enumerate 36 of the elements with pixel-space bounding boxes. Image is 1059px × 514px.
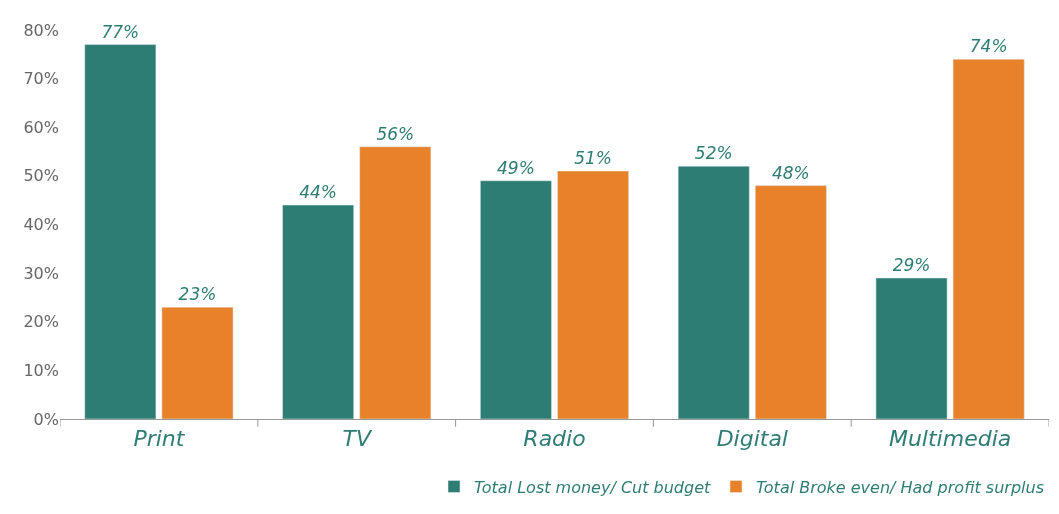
data-label: 74%: [969, 36, 1008, 57]
y-tick-label: 60%: [23, 117, 59, 137]
data-label: 51%: [574, 148, 612, 169]
data-label: 52%: [694, 143, 733, 164]
x-tick-label: Multimedia: [888, 426, 1012, 452]
x-tick-label: TV: [342, 426, 373, 452]
bar: [84, 44, 157, 419]
y-tick-label: 40%: [23, 215, 59, 235]
data-label: 77%: [101, 21, 140, 42]
x-tick-label: Print: [133, 426, 186, 452]
bar: [875, 277, 948, 419]
bar: [952, 58, 1025, 419]
y-tick-label: 10%: [23, 360, 59, 380]
data-label: 48%: [771, 162, 810, 183]
data-label: 29%: [892, 254, 931, 275]
y-tick-label: 30%: [23, 263, 59, 283]
data-label: 49%: [497, 157, 535, 178]
y-tick-label: 20%: [23, 312, 59, 332]
bar: [161, 306, 234, 419]
x-tick-label: Digital: [716, 426, 788, 452]
data-label: 23%: [178, 284, 217, 305]
y-tick-label: 50%: [23, 166, 59, 186]
bar: [677, 165, 750, 419]
legend-label: Total Broke even/ Had profit surplus: [756, 477, 1044, 497]
data-label: 56%: [376, 123, 415, 144]
bar: [282, 204, 354, 419]
bar: [480, 180, 552, 419]
x-tick-label: Radio: [523, 426, 586, 452]
data-label: 44%: [299, 182, 338, 203]
legend-label: Total Lost money/ Cut budget: [474, 477, 712, 497]
bar: [755, 185, 827, 419]
y-tick-label: 70%: [23, 69, 59, 89]
y-tick-label: 80%: [23, 20, 59, 40]
bar: [359, 146, 432, 419]
bar: [557, 170, 629, 419]
y-tick-label: 0%: [33, 409, 59, 429]
